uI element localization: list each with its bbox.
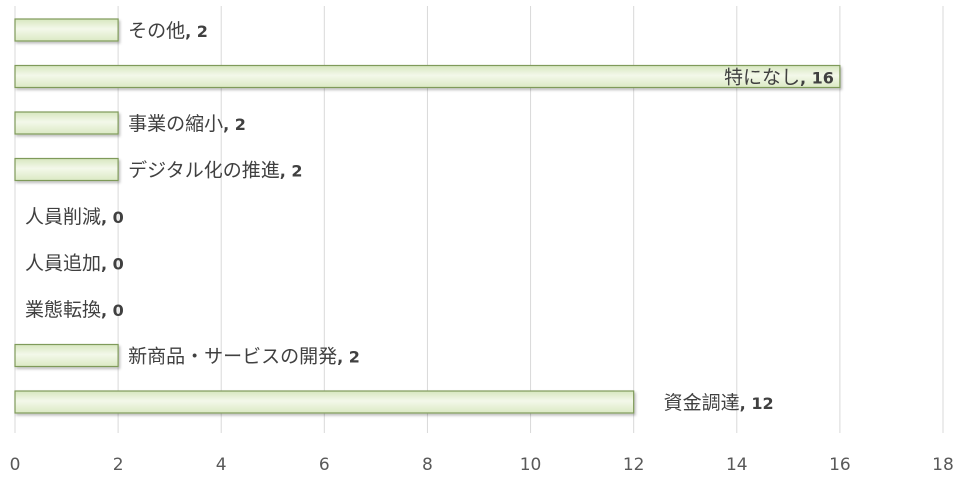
x-tick-label-16: 16 — [829, 455, 851, 475]
data-label-4: 人員削減, 0 — [25, 206, 124, 228]
bar-1 — [14, 64, 841, 89]
x-tick-label-14: 14 — [726, 455, 748, 475]
value-label-4: , 0 — [101, 208, 124, 227]
bar-2 — [14, 111, 119, 135]
value-label-1: , 16 — [800, 69, 834, 88]
data-label-8: 資金調達, 12 — [664, 392, 774, 414]
data-label-6: 業態転換, 0 — [25, 299, 124, 321]
value-label-7: , 2 — [337, 348, 360, 367]
x-tick-label-18: 18 — [932, 455, 954, 475]
value-label-6: , 0 — [101, 301, 124, 320]
data-label-0: その他, 2 — [128, 20, 208, 42]
x-tick-label-4: 4 — [216, 455, 227, 475]
category-label-3: デジタル化の推進 — [128, 160, 280, 182]
x-tick-label-6: 6 — [319, 455, 330, 475]
category-label-4: 人員削減 — [25, 206, 101, 228]
data-label-5: 人員追加, 0 — [25, 253, 124, 275]
bar-3 — [14, 157, 119, 182]
x-tick-label-10: 10 — [520, 455, 542, 475]
bar-8 — [14, 390, 635, 414]
data-label-3: デジタル化の推進, 2 — [128, 160, 302, 182]
category-label-6: 業態転換 — [25, 299, 101, 321]
bars — [14, 18, 841, 414]
x-tick-label-0: 0 — [10, 455, 21, 475]
data-label-7: 新商品・サービスの開発, 2 — [128, 346, 360, 368]
category-label-1: 特になし — [724, 67, 800, 89]
bar-0 — [14, 18, 119, 42]
category-label-2: 事業の縮小 — [128, 113, 223, 135]
x-tick-label-2: 2 — [113, 455, 124, 475]
data-label-1: 特になし, 16 — [724, 67, 834, 89]
category-label-8: 資金調達 — [664, 392, 740, 414]
value-label-0: , 2 — [185, 22, 208, 41]
x-tick-label-12: 12 — [623, 455, 645, 475]
data-label-2: 事業の縮小, 2 — [128, 113, 246, 135]
category-label-5: 人員追加 — [25, 253, 101, 275]
category-label-0: その他 — [128, 20, 185, 42]
value-label-8: , 12 — [740, 394, 774, 413]
category-label-7: 新商品・サービスの開発 — [128, 346, 337, 368]
x-tick-label-8: 8 — [422, 455, 433, 475]
bar-7 — [14, 343, 119, 368]
value-label-3: , 2 — [280, 162, 303, 181]
value-label-5: , 0 — [101, 255, 124, 274]
value-label-2: , 2 — [223, 115, 246, 134]
x-axis-tick-labels: 0 2 4 6 8 10 12 14 16 18 — [10, 455, 954, 475]
